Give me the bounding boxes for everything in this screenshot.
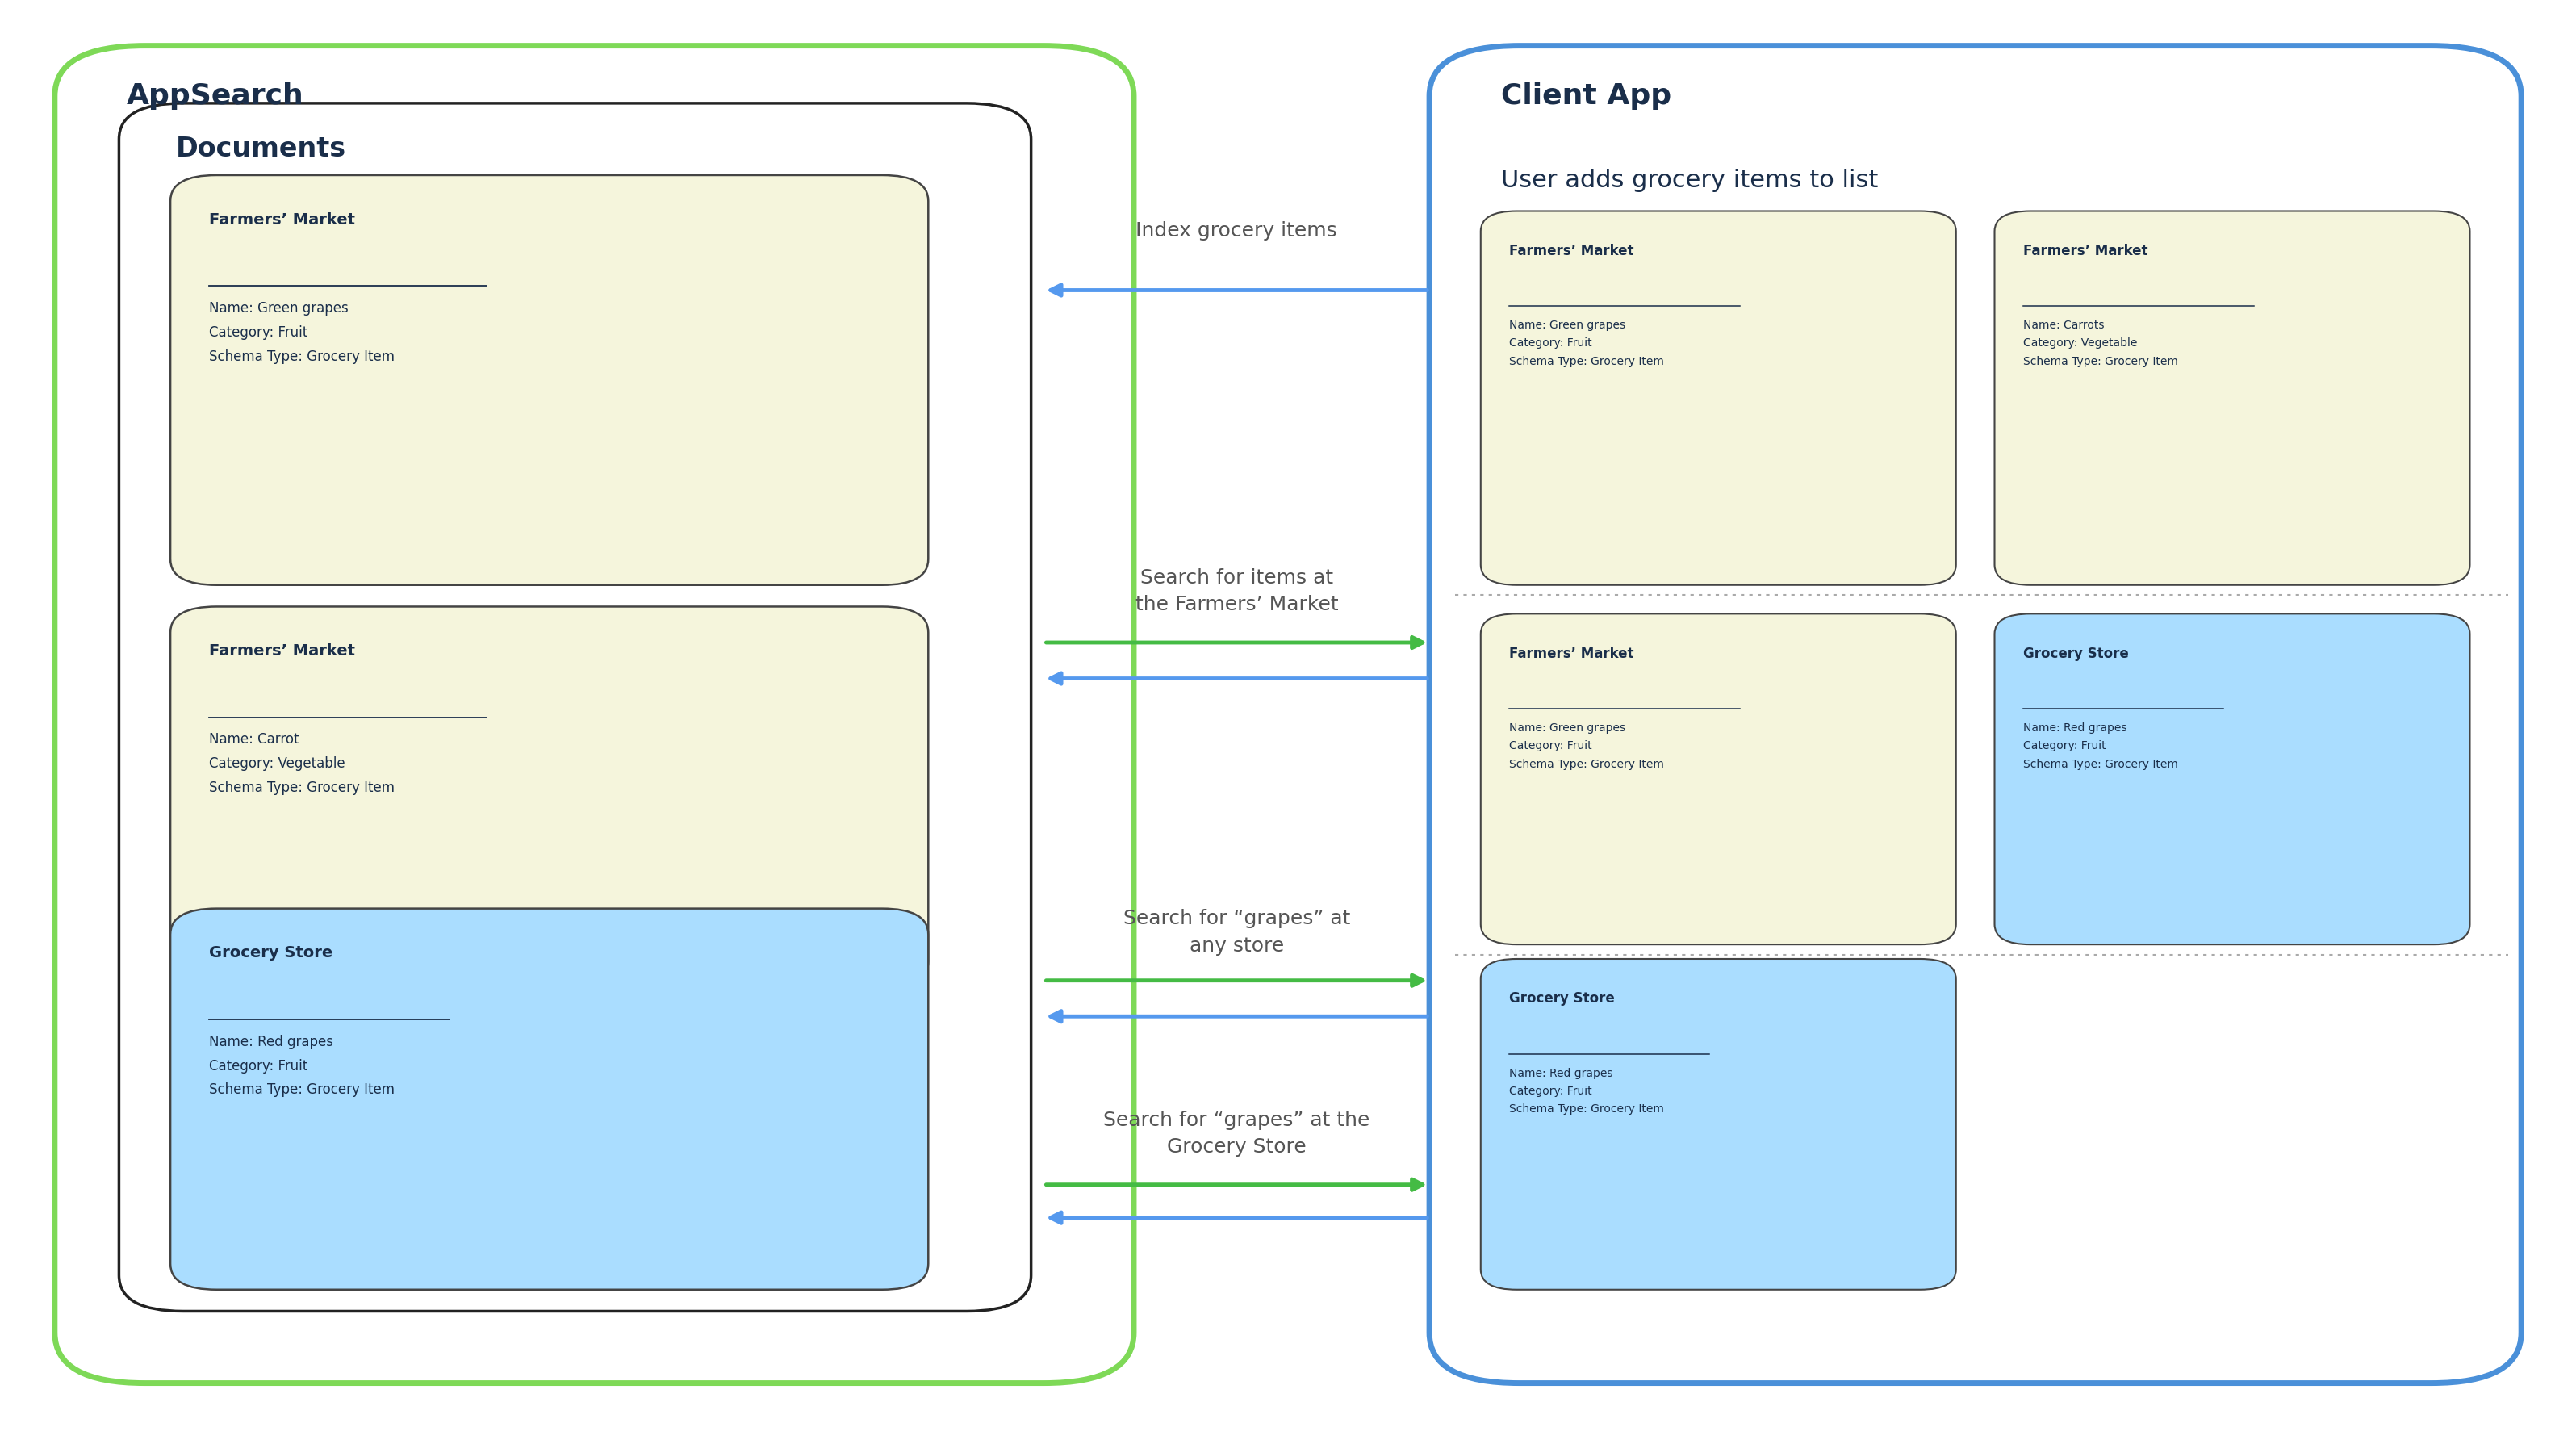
FancyBboxPatch shape xyxy=(170,908,927,1289)
Text: Search for “grapes” at the
Grocery Store: Search for “grapes” at the Grocery Store xyxy=(1103,1109,1370,1157)
Text: Search for “grapes” at
any store: Search for “grapes” at any store xyxy=(1123,908,1350,954)
Text: User adds grocery items to list: User adds grocery items to list xyxy=(1502,169,1878,192)
Text: AppSearch: AppSearch xyxy=(126,82,304,110)
FancyBboxPatch shape xyxy=(1481,212,1955,585)
Text: Farmers’ Market: Farmers’ Market xyxy=(1510,645,1633,660)
Text: Name: Green grapes
Category: Fruit
Schema Type: Grocery Item: Name: Green grapes Category: Fruit Schem… xyxy=(1510,319,1664,367)
Text: Name: Red grapes
Category: Fruit
Schema Type: Grocery Item: Name: Red grapes Category: Fruit Schema … xyxy=(2022,722,2177,770)
Text: Farmers’ Market: Farmers’ Market xyxy=(1510,244,1633,258)
Text: Grocery Store: Grocery Store xyxy=(1510,991,1615,1005)
FancyBboxPatch shape xyxy=(1994,614,2470,944)
FancyBboxPatch shape xyxy=(54,46,1133,1383)
Text: Grocery Store: Grocery Store xyxy=(209,944,332,960)
FancyBboxPatch shape xyxy=(1994,212,2470,585)
Text: Name: Red grapes
Category: Fruit
Schema Type: Grocery Item: Name: Red grapes Category: Fruit Schema … xyxy=(209,1034,394,1096)
Text: Documents: Documents xyxy=(175,136,345,162)
Text: Name: Red grapes
Category: Fruit
Schema Type: Grocery Item: Name: Red grapes Category: Fruit Schema … xyxy=(1510,1067,1664,1115)
Text: Farmers’ Market: Farmers’ Market xyxy=(2022,244,2148,258)
FancyBboxPatch shape xyxy=(118,104,1030,1311)
FancyBboxPatch shape xyxy=(1430,46,2522,1383)
Text: Index grocery items: Index grocery items xyxy=(1136,221,1337,241)
Text: Search for items at
the Farmers’ Market: Search for items at the Farmers’ Market xyxy=(1136,567,1337,614)
FancyBboxPatch shape xyxy=(170,176,927,585)
Text: Farmers’ Market: Farmers’ Market xyxy=(209,212,355,227)
FancyBboxPatch shape xyxy=(170,606,927,988)
Text: Name: Carrots
Category: Vegetable
Schema Type: Grocery Item: Name: Carrots Category: Vegetable Schema… xyxy=(2022,319,2177,367)
Text: Name: Green grapes
Category: Fruit
Schema Type: Grocery Item: Name: Green grapes Category: Fruit Schem… xyxy=(1510,722,1664,770)
Text: Farmers’ Market: Farmers’ Market xyxy=(209,643,355,658)
FancyBboxPatch shape xyxy=(1481,614,1955,944)
Text: Grocery Store: Grocery Store xyxy=(2022,645,2128,660)
Text: Name: Carrot
Category: Vegetable
Schema Type: Grocery Item: Name: Carrot Category: Vegetable Schema … xyxy=(209,732,394,794)
Text: Client App: Client App xyxy=(1502,82,1672,110)
FancyBboxPatch shape xyxy=(1481,959,1955,1289)
Text: Name: Green grapes
Category: Fruit
Schema Type: Grocery Item: Name: Green grapes Category: Fruit Schem… xyxy=(209,300,394,364)
